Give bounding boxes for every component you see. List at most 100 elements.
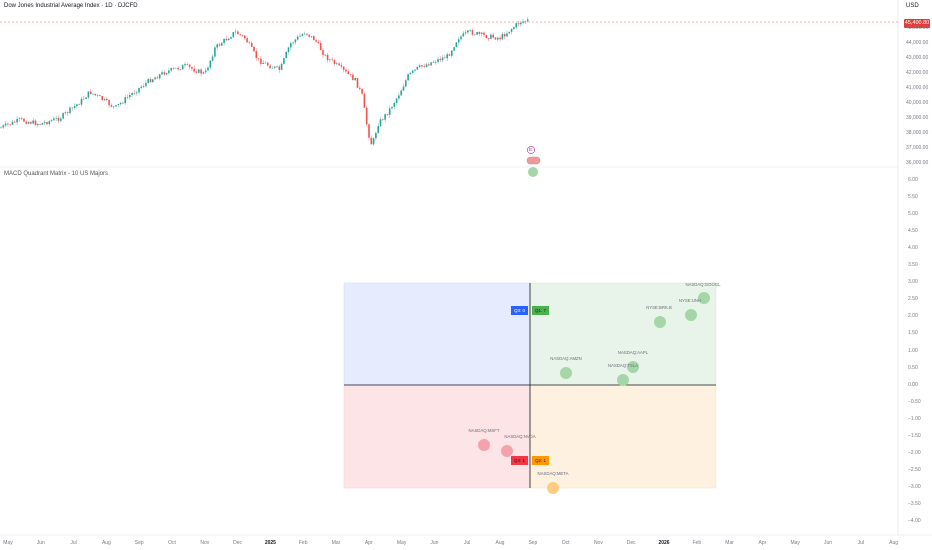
time-tick-label: Aug (889, 540, 899, 546)
candle-body (462, 33, 465, 37)
candle-body (359, 87, 361, 89)
time-tick-label: Mar (725, 540, 734, 546)
candle-body (73, 106, 76, 108)
ticker-bubble[interactable] (627, 361, 639, 373)
candle-body (267, 62, 269, 66)
candle-body (368, 124, 370, 138)
candle-body (115, 105, 117, 107)
candle-body (188, 64, 191, 68)
time-tick-label: Dec (233, 540, 243, 546)
candle-body (467, 30, 469, 33)
ticker-bubble[interactable] (501, 445, 513, 457)
candle-body (319, 43, 322, 51)
q4-badge: Q4: 1 (511, 456, 528, 465)
candle-body (244, 35, 246, 39)
candle-body (14, 121, 16, 123)
time-tick-label: Mar (331, 540, 341, 546)
candle-body (444, 57, 446, 59)
candle-body (365, 107, 368, 125)
candle-body (308, 34, 310, 37)
candle-body (193, 68, 195, 72)
currency-label: USD (906, 3, 919, 9)
candle-body (106, 99, 108, 101)
candle-body (494, 37, 497, 40)
indicator-tick-label: 4.50 (908, 228, 918, 235)
indicator-tick-label: 5.50 (908, 194, 918, 201)
candle-body (168, 70, 170, 74)
candle-body (503, 34, 506, 37)
candle-body (223, 38, 225, 44)
candle-body (181, 65, 184, 70)
event-letter: E (529, 147, 533, 152)
candle-body (20, 118, 23, 119)
candle-body (402, 86, 405, 91)
ticker-bubble[interactable] (698, 292, 710, 304)
q4-badge-label: Q4: 1 (513, 458, 525, 463)
candle-body (92, 93, 94, 95)
candle-body (340, 65, 343, 67)
candle-body (76, 104, 78, 107)
ticker-bubble[interactable] (560, 367, 572, 379)
candle-body (2, 125, 5, 128)
candle-body (232, 32, 235, 38)
candle-body (324, 54, 327, 56)
candle-body (400, 90, 402, 96)
candle-body (301, 34, 304, 36)
candle-body (248, 42, 251, 43)
ticker-bubble[interactable] (617, 374, 629, 386)
time-tick-label: Apr (758, 540, 767, 546)
candle-body (342, 66, 345, 70)
candle-body (0, 127, 2, 129)
candle-body (453, 47, 455, 51)
ticker-bubble[interactable] (478, 439, 490, 451)
candle-body (336, 63, 338, 65)
ticker-bubbles (478, 292, 710, 494)
q1-badge-label: Q1: 7 (534, 308, 546, 313)
candle-body (388, 108, 391, 115)
candle-body (198, 69, 200, 73)
candle-body (329, 59, 331, 61)
candle-body (290, 43, 292, 48)
price-tick-label: 40,000.00 (906, 100, 929, 106)
ticker-bubble[interactable] (685, 309, 697, 321)
candle-body (156, 77, 159, 79)
candle-body (99, 95, 101, 97)
candle-body (262, 62, 264, 64)
candle-body (524, 21, 527, 22)
candle-body (315, 40, 317, 42)
candle-body (434, 62, 437, 63)
quadrant-2-area (529, 384, 717, 489)
candle-body (264, 62, 267, 64)
candle-body (448, 54, 451, 56)
ticker-label: NASDAQ:TSLA (607, 363, 639, 368)
candle-body (122, 102, 124, 104)
ticker-bubble[interactable] (654, 316, 666, 328)
candle-body (377, 126, 379, 133)
candle-body (487, 38, 490, 39)
candle-body (225, 38, 228, 41)
candle-body (4, 123, 7, 126)
candle-body (64, 112, 67, 114)
candle-body (87, 91, 90, 98)
candle-body (163, 72, 166, 75)
candle-body (129, 94, 131, 98)
indicator-tick-label: 1.00 (908, 347, 918, 354)
candle-body (209, 60, 212, 68)
candle-body (34, 120, 37, 126)
candle-body (211, 56, 214, 61)
candle-body (165, 73, 168, 75)
candle-body (418, 65, 421, 67)
candle-body (126, 97, 129, 98)
candle-body (421, 65, 423, 67)
candle-body (175, 67, 177, 69)
candle-body (71, 107, 74, 109)
candle-body (50, 120, 53, 122)
ticker-bubble[interactable] (547, 482, 559, 494)
candle-body (230, 37, 232, 39)
candle-body (287, 47, 290, 52)
candle-body (296, 36, 299, 40)
time-tick-label: May (396, 540, 407, 546)
price-tick-label: 36,000.00 (906, 160, 929, 166)
